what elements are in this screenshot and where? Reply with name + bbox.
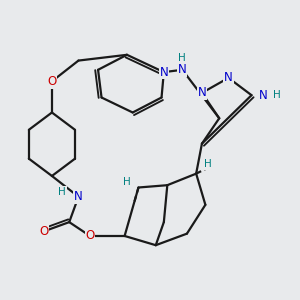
Text: N: N	[224, 71, 233, 84]
Text: O: O	[47, 75, 56, 88]
Text: O: O	[39, 225, 49, 238]
Text: N: N	[178, 63, 187, 76]
Text: H: H	[204, 159, 212, 170]
Text: H: H	[123, 177, 131, 187]
Text: N: N	[74, 190, 83, 203]
Text: H: H	[178, 53, 186, 63]
Text: O: O	[85, 230, 94, 242]
Text: H: H	[58, 187, 66, 197]
Text: N: N	[160, 66, 168, 79]
Text: N: N	[259, 89, 268, 102]
Text: N: N	[197, 86, 206, 99]
Text: H: H	[273, 90, 281, 100]
